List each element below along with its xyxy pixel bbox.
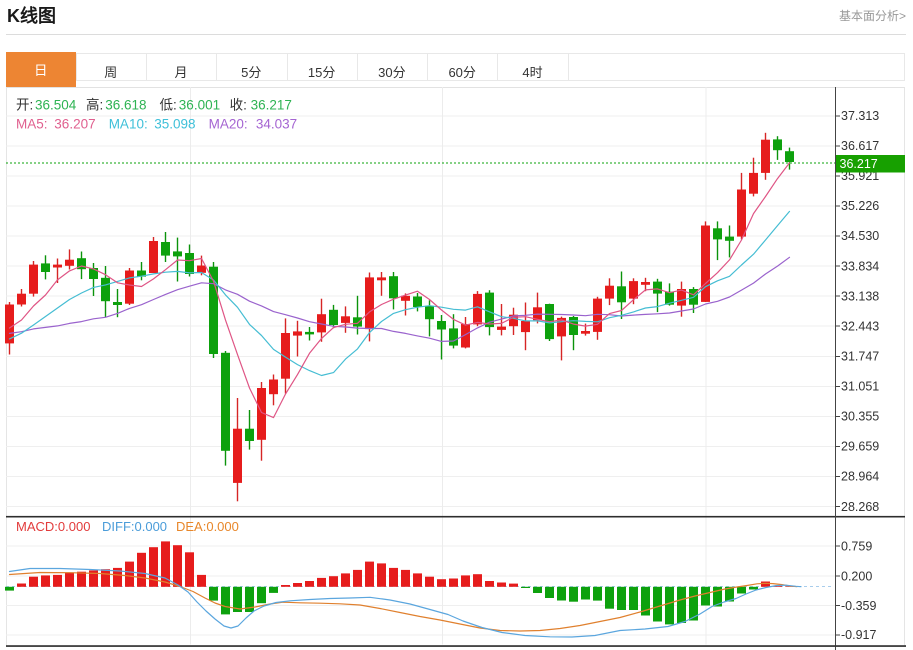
- svg-text:36.207: 36.207: [54, 117, 95, 132]
- svg-text:33.138: 33.138: [841, 289, 879, 303]
- svg-text:36.217: 36.217: [251, 98, 292, 113]
- svg-text:DEA:0.000: DEA:0.000: [176, 519, 239, 534]
- svg-text:30.355: 30.355: [841, 410, 879, 424]
- svg-text:28.268: 28.268: [841, 500, 879, 514]
- svg-text:收:: 收:: [230, 98, 247, 113]
- svg-text:35.226: 35.226: [841, 199, 879, 213]
- svg-text:35.921: 35.921: [841, 169, 879, 183]
- svg-text:36.504: 36.504: [35, 98, 77, 113]
- svg-text:MA5:: MA5:: [16, 117, 48, 132]
- svg-text:0.200: 0.200: [841, 569, 872, 583]
- svg-text:28.964: 28.964: [841, 470, 879, 484]
- svg-text:MA10:: MA10:: [109, 117, 148, 132]
- svg-text:33.834: 33.834: [841, 259, 879, 273]
- svg-text:DIFF:0.000: DIFF:0.000: [102, 519, 167, 534]
- svg-text:36.001: 36.001: [179, 98, 220, 113]
- svg-text:开:: 开:: [16, 98, 33, 113]
- svg-text:-0.917: -0.917: [841, 628, 876, 642]
- svg-text:29.659: 29.659: [841, 440, 879, 454]
- svg-text:高:: 高:: [86, 97, 103, 113]
- svg-text:36.217: 36.217: [840, 157, 878, 171]
- svg-text:31.747: 31.747: [841, 350, 879, 364]
- svg-text:36.617: 36.617: [841, 139, 879, 153]
- svg-text:32.443: 32.443: [841, 319, 879, 333]
- svg-text:35.098: 35.098: [154, 117, 195, 132]
- svg-text:36.618: 36.618: [105, 98, 146, 113]
- svg-text:MA20:: MA20:: [209, 117, 248, 132]
- svg-text:31.051: 31.051: [841, 380, 879, 394]
- svg-text:0.759: 0.759: [841, 539, 872, 553]
- svg-text:34.530: 34.530: [841, 229, 879, 243]
- svg-text:34.037: 34.037: [256, 117, 297, 132]
- svg-text:MACD:0.000: MACD:0.000: [16, 519, 90, 534]
- svg-text:-0.359: -0.359: [841, 599, 876, 613]
- svg-text:低:: 低:: [160, 98, 177, 113]
- svg-text:37.313: 37.313: [841, 109, 879, 123]
